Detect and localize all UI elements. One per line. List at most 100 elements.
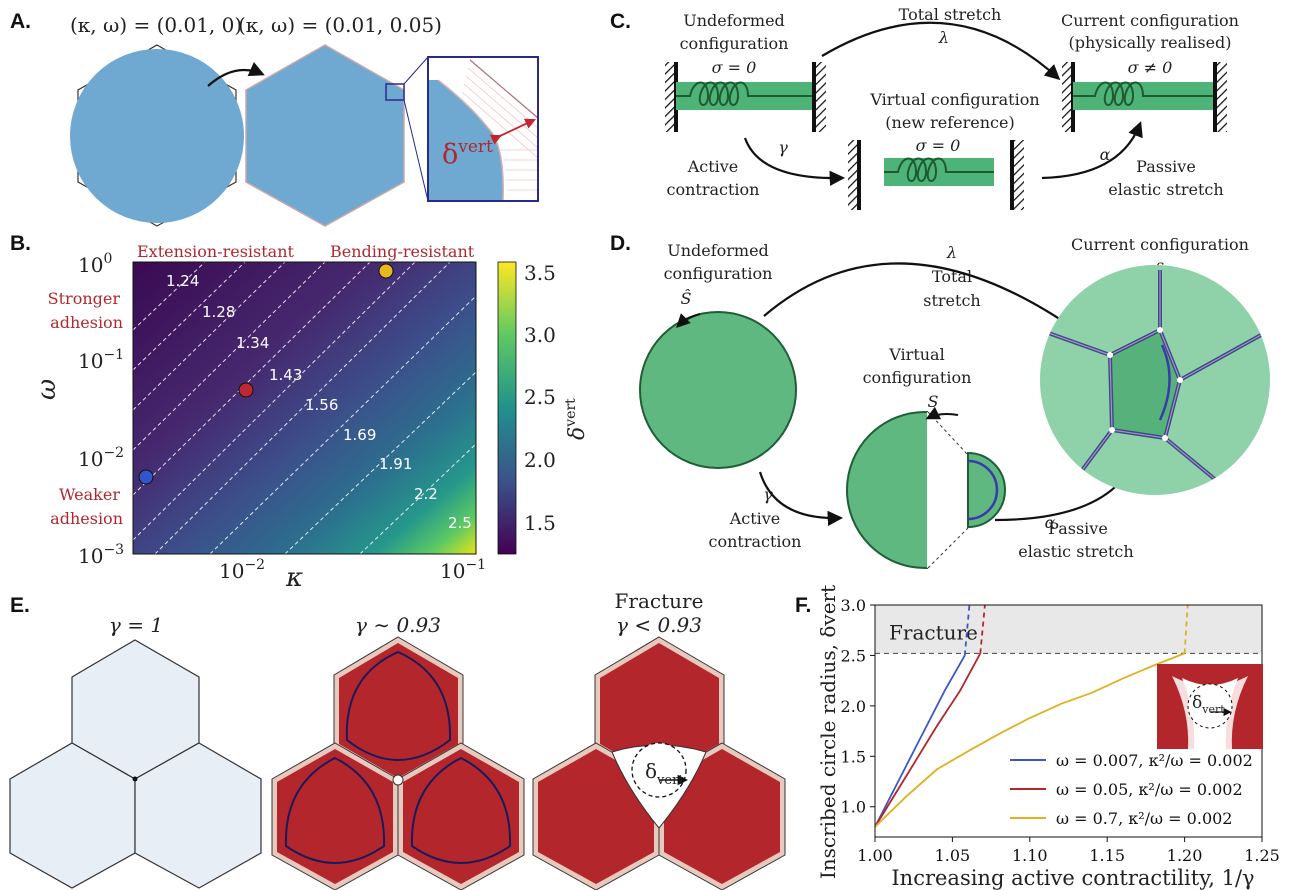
heatmap xyxy=(133,262,476,554)
panel-c-label: C. xyxy=(610,10,631,33)
d-virtual-1: Virtual xyxy=(888,345,944,364)
c-virtual-sigma: σ = 0 xyxy=(916,136,961,155)
c-active-1: Active xyxy=(687,157,739,176)
c-undeformed-2: configuration xyxy=(680,34,789,53)
c-lambda: λ xyxy=(938,28,949,47)
series-line-2 xyxy=(874,652,982,828)
series-fracture-3 xyxy=(1183,604,1189,654)
contour-label-6: 1.69 xyxy=(343,426,376,444)
d-gamma: γ xyxy=(763,485,773,504)
contour-label-3: 1.34 xyxy=(236,334,269,352)
f-xtick-1: 1.05 xyxy=(935,846,971,865)
f-yticks: 3.0 2.5 2.0 1.5 1.0 xyxy=(841,596,875,817)
weaker-adhesion-line1: Weaker xyxy=(59,485,120,504)
d-passive-2: elastic stretch xyxy=(1018,542,1133,561)
f-xtick-0: 1.00 xyxy=(857,846,893,865)
hexagon-deformed xyxy=(245,44,405,227)
f-xtick-4: 1.20 xyxy=(1167,846,1203,865)
c-alpha: α xyxy=(1100,145,1111,164)
cbar-tick-0: 3.5 xyxy=(524,261,556,285)
contour-label-5: 1.56 xyxy=(305,396,338,414)
c-current-sigma: σ ≠ 0 xyxy=(1128,58,1173,77)
contour-label-2: 1.28 xyxy=(202,303,235,321)
c-virtual-1: Virtual configuration xyxy=(869,90,1039,109)
b-ytick-2: 10−2 xyxy=(78,445,124,471)
cell-circle xyxy=(70,49,244,223)
corner-label-bending: Bending-resistant xyxy=(330,242,475,261)
stronger-adhesion-line2: adhesion xyxy=(50,313,123,332)
d-active-2: contraction xyxy=(709,532,802,551)
spring-undeformed xyxy=(665,62,826,132)
legend-label-2: ω = 0.05, κ²/ω = 0.002 xyxy=(1056,780,1243,799)
colorbar xyxy=(497,261,517,555)
zoom-box xyxy=(385,83,405,101)
c-current-1: Current configuration xyxy=(1061,11,1239,30)
e-tiling-mid xyxy=(271,636,525,890)
b-xtick-1: 10−1 xyxy=(440,557,486,583)
marker-yellow xyxy=(378,263,394,279)
delta-vert-label-a: δvert xyxy=(442,137,493,170)
d-passive-1: Passive xyxy=(1048,519,1108,538)
panel-b-label: B. xyxy=(10,232,31,255)
series-line-1 xyxy=(874,654,966,828)
f-series-group xyxy=(874,604,1189,828)
curved-arrow-a xyxy=(207,61,265,87)
d-half-circle xyxy=(846,406,1006,569)
f-ylabel: Inscribed circle radius, δvert xyxy=(816,585,840,879)
panel-b: B. Extension-resistant Bending-resistant… xyxy=(10,232,590,593)
fracture-band xyxy=(875,605,1262,654)
zoom-inset: δvert xyxy=(427,56,539,202)
d-total-2: stretch xyxy=(923,291,980,310)
f-xlabel: Increasing active contractility, 1/γ xyxy=(891,866,1254,890)
c-total-stretch: Total stretch xyxy=(899,5,1002,24)
d-circle-undeformed xyxy=(639,311,797,469)
marker-red xyxy=(238,382,254,398)
panel-a-params-right: (κ, ω) = (0.01, 0.05) xyxy=(238,13,442,37)
f-xtick-3: 1.15 xyxy=(1089,846,1125,865)
cbar-tick-4: 1.5 xyxy=(524,511,556,535)
d-virtual-2: configuration xyxy=(863,368,972,387)
e-title-1: γ = 1 xyxy=(109,613,163,637)
contour-label-4: 1.43 xyxy=(269,366,302,384)
spring-virtual xyxy=(848,140,1024,210)
cbar-tick-3: 2.0 xyxy=(524,448,556,472)
f-xticks: 1.00 1.05 1.10 1.15 1.20 1.25 xyxy=(857,837,1280,865)
c-virtual-2: (new reference) xyxy=(885,113,1014,132)
b-ytick-3: 10−3 xyxy=(78,542,124,568)
c-gamma: γ xyxy=(778,138,788,157)
panel-d-label: D. xyxy=(610,232,631,255)
e-title-3b: γ < 0.93 xyxy=(616,613,702,637)
d-s-hat: Ŝ xyxy=(681,288,692,308)
marker-blue xyxy=(138,469,154,485)
stronger-adhesion-line1: Stronger xyxy=(48,289,121,308)
panel-a: A. (κ, ω) = (0.01, 0) (κ, ω) = (0.01, 0.… xyxy=(10,10,539,227)
f-inset: δvert xyxy=(1157,664,1263,749)
d-alpha: α xyxy=(1045,513,1056,532)
f-ytick-4: 1.0 xyxy=(841,798,866,817)
contour-label-8: 2.2 xyxy=(414,485,438,503)
b-ytick-1: 10−1 xyxy=(78,347,124,373)
cbar-tick-1: 3.0 xyxy=(524,323,556,347)
series-line-3 xyxy=(874,652,1185,828)
d-lambda: λ xyxy=(946,243,957,262)
spring-current xyxy=(1062,62,1227,132)
e-delta-vert: δvert xyxy=(645,759,684,788)
panel-e: E. γ = 1 γ ∼ 0.93 Fracture γ < 0.93 xyxy=(9,589,786,890)
panel-e-label: E. xyxy=(10,594,30,617)
e-tiling-fractured: δvert xyxy=(532,636,786,890)
f-inset-delta: δvert xyxy=(1192,693,1225,716)
d-undeformed-1: Undeformed xyxy=(667,241,769,260)
panel-c: C. Undeformed configuration σ = 0 Total … xyxy=(610,5,1239,210)
b-xtick-0: 10−2 xyxy=(219,557,265,583)
f-ytick-1: 2.5 xyxy=(841,646,866,665)
c-passive-1: Passive xyxy=(1136,157,1196,176)
panel-f: F. Fracture 3.0 2.5 2.0 1.5 1.0 1.00 1.05 1.10… xyxy=(795,585,1280,890)
b-ytick-0: 100 xyxy=(78,251,112,277)
contour-label-1: 1.24 xyxy=(166,272,199,290)
f-plot: Fracture 3.0 2.5 2.0 1.5 1.0 1.00 1.05 1.10 1.1… xyxy=(841,596,1280,865)
contour-label-7: 1.91 xyxy=(379,455,412,473)
corner-label-extension: Extension-resistant xyxy=(137,242,295,261)
e-title-3a: Fracture xyxy=(615,589,704,613)
series-fracture-2 xyxy=(979,604,986,654)
legend-label-3: ω = 0.7, κ²/ω = 0.002 xyxy=(1056,809,1232,828)
